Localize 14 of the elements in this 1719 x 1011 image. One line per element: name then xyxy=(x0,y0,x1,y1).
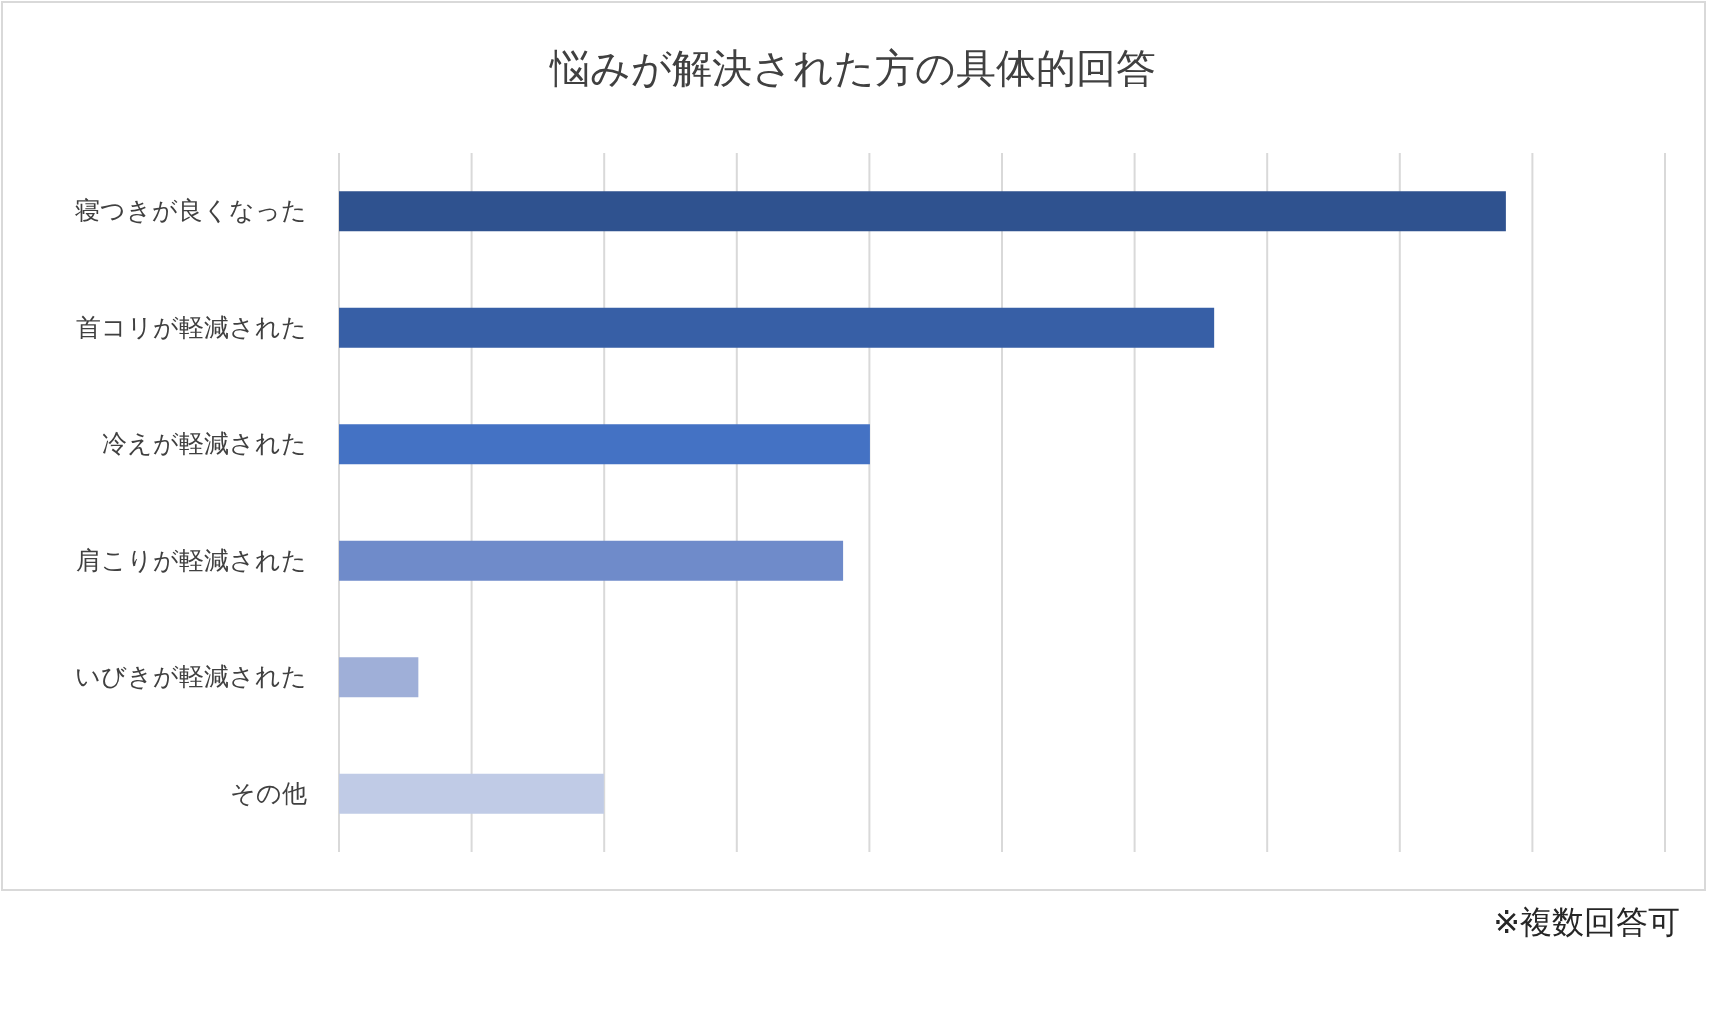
bar xyxy=(339,424,870,465)
text: ※複数回答可 xyxy=(1493,903,1680,941)
y-tick-label: 肩こりが軽減された xyxy=(76,545,307,575)
chart-title: 悩みが解決された方の具体的回答 xyxy=(549,45,1156,91)
y-tick-label: 冷えが軽減された xyxy=(102,429,307,459)
bar xyxy=(339,191,1506,232)
bar xyxy=(339,773,604,814)
y-tick-label: 寝つきが良くなった xyxy=(75,196,307,226)
y-tick-label: いびきが軽減された xyxy=(75,662,307,692)
y-tick-label: その他 xyxy=(230,778,307,808)
bar xyxy=(339,307,1215,348)
bar xyxy=(339,540,844,581)
bar xyxy=(339,657,419,698)
y-tick-label: 首コリが軽減された xyxy=(76,312,307,342)
